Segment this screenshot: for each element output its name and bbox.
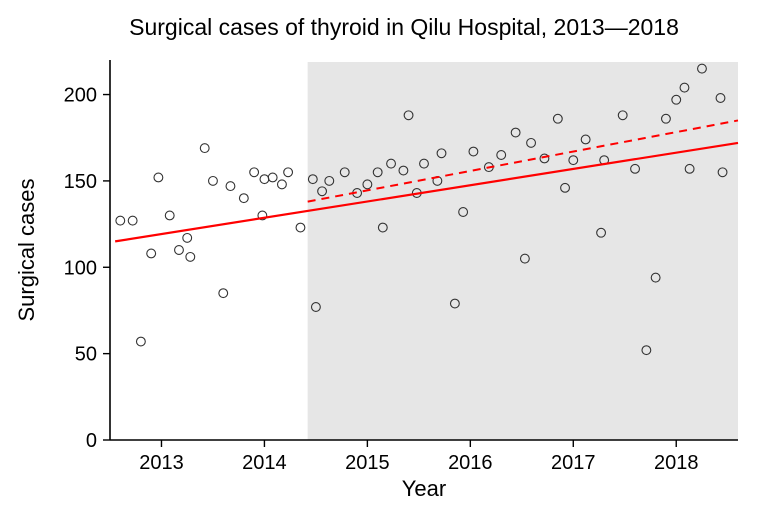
x-axis-label: Year: [402, 476, 446, 501]
data-point: [183, 234, 192, 243]
data-point: [239, 194, 248, 203]
y-tick-label: 50: [75, 344, 97, 366]
data-point: [175, 246, 184, 255]
x-tick-label: 2018: [654, 452, 699, 474]
data-point: [147, 249, 156, 258]
y-axis-label: Surgical cases: [14, 178, 39, 321]
x-tick-label: 2016: [448, 452, 493, 474]
chart-container: Surgical cases of thyroid in Qilu Hospit…: [0, 0, 768, 520]
data-point: [128, 216, 137, 225]
data-point: [278, 180, 287, 189]
y-tick-label: 100: [64, 257, 97, 279]
chart-svg: 050100150200201320142015201620172018Surg…: [0, 0, 768, 520]
data-point: [226, 182, 235, 191]
y-tick-label: 0: [86, 430, 97, 452]
data-point: [116, 216, 125, 225]
data-point: [186, 253, 195, 262]
data-point: [284, 168, 293, 177]
data-point: [268, 173, 277, 182]
data-point: [136, 337, 145, 346]
data-point: [154, 173, 163, 182]
data-point: [200, 144, 209, 153]
data-point: [165, 211, 174, 220]
data-point: [260, 175, 269, 184]
data-point: [219, 289, 228, 298]
y-tick-label: 150: [64, 171, 97, 193]
x-tick-label: 2017: [551, 452, 596, 474]
data-point: [296, 223, 305, 232]
y-tick-label: 200: [64, 85, 97, 107]
x-tick-label: 2015: [345, 452, 390, 474]
x-tick-label: 2013: [139, 452, 184, 474]
data-point: [209, 177, 218, 186]
shaded-region: [308, 62, 738, 440]
x-tick-label: 2014: [242, 452, 287, 474]
data-point: [250, 168, 259, 177]
